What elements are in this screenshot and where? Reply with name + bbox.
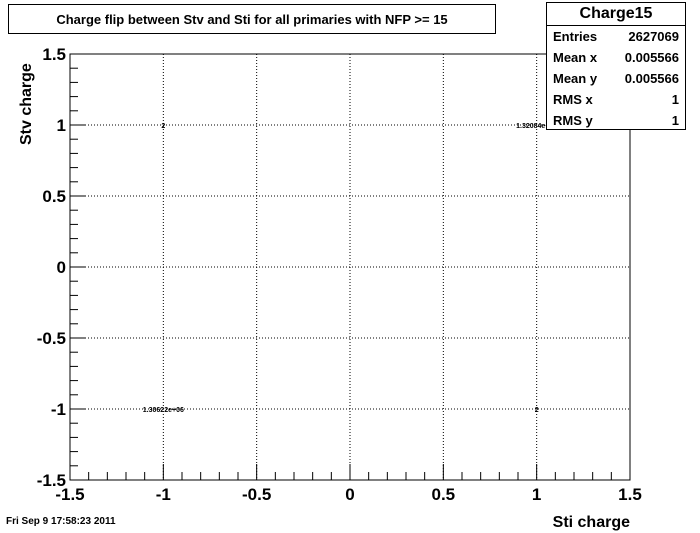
stats-row-rms-y: RMS y 1 (547, 110, 685, 131)
y-tick-label: 1.5 (42, 45, 66, 64)
y-tick-label: -0.5 (37, 329, 66, 348)
x-tick-label: 0 (345, 485, 354, 504)
y-tick-label: 0 (57, 258, 66, 277)
stats-value: 1 (671, 92, 679, 107)
x-tick-label: 0.5 (432, 485, 456, 504)
stats-label: RMS x (553, 92, 593, 107)
stats-value: 0.005566 (624, 50, 679, 65)
x-tick-label: 1 (532, 485, 541, 504)
stats-label: Mean x (553, 50, 598, 65)
axis-ticks (69, 53, 631, 481)
data-point-label: 1.32084e+06 (516, 123, 557, 130)
data-point-label: 1.30622e+06 (143, 407, 184, 414)
chart-title-box: Charge flip between Stv and Sti for all … (8, 4, 496, 34)
stats-value: 2627069 (628, 29, 679, 44)
stats-row-entries: Entries 2627069 (547, 26, 685, 47)
stats-label: RMS y (553, 113, 593, 128)
stats-box: Charge15 Entries 2627069 Mean x 0.005566… (546, 2, 686, 130)
x-tick-label: -1 (156, 485, 171, 504)
stats-label: Entries (553, 29, 598, 44)
y-tick-label: 0.5 (42, 187, 66, 206)
y-tick-label: 1 (57, 116, 66, 135)
data-points: 2 1.32084e+06 1.30622e+06 2 (143, 123, 558, 414)
y-axis-label: Stv charge (18, 63, 35, 145)
stats-title: Charge15 (547, 3, 685, 26)
tick-labels: -1.5 -1 -0.5 0 0.5 1 1.5 -1.5 -1 -0.5 0 0.5 1 1.5 (37, 45, 642, 504)
data-point-label: 2 (535, 407, 539, 414)
stats-row-mean-x: Mean x 0.005566 (547, 47, 685, 68)
y-tick-label: -1 (51, 400, 66, 419)
stats-row-rms-x: RMS x 1 (547, 89, 685, 110)
stats-row-mean-y: Mean y 0.005566 (547, 68, 685, 89)
x-tick-label: -1.5 (55, 485, 84, 504)
x-tick-label: -0.5 (242, 485, 271, 504)
data-point-label: 2 (161, 123, 165, 130)
chart-title: Charge flip between Stv and Sti for all … (56, 11, 448, 27)
stats-value: 1 (671, 113, 679, 128)
grid-lines (70, 54, 630, 480)
x-tick-label: 1.5 (618, 485, 642, 504)
stats-value: 0.005566 (624, 71, 679, 86)
stats-label: Mean y (553, 71, 598, 86)
y-tick-label: -1.5 (37, 471, 66, 490)
datestamp: Fri Sep 9 17:58:23 2011 (6, 516, 116, 527)
x-axis-label: Sti charge (553, 514, 630, 531)
